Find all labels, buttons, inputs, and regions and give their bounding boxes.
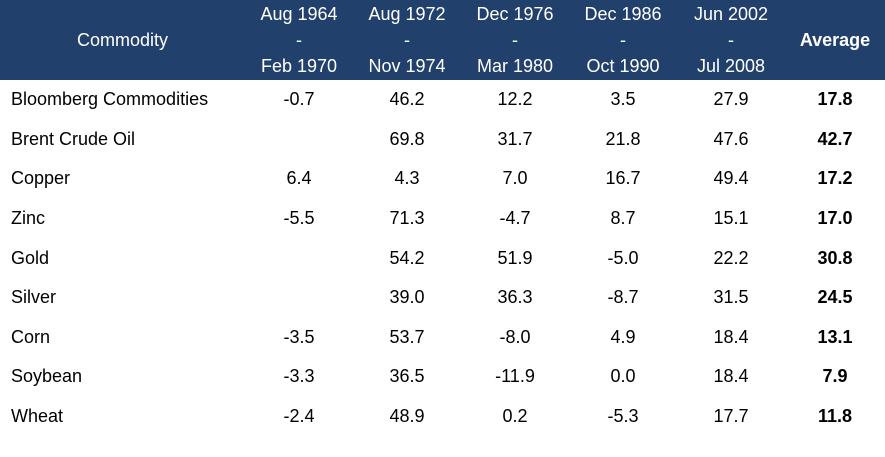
- column-header-period-1: Aug 1964 - Feb 1970: [245, 0, 353, 80]
- header-row: Commodity Aug 1964 - Feb 1970 Aug 1972 -…: [0, 0, 885, 80]
- period-separator: -: [512, 30, 518, 50]
- average-cell: 17.0: [817, 208, 853, 229]
- row-label-commodity: Brent Crude Oil: [11, 128, 136, 149]
- value-cell-period-4: 21.8: [605, 128, 641, 149]
- value-cell-period-1: -5.5: [283, 208, 315, 229]
- column-header-period-4: Dec 1986 - Oct 1990: [569, 0, 677, 80]
- value-cell-period-1: 6.4: [286, 168, 312, 189]
- value-cell-period-3: -4.7: [499, 208, 531, 229]
- average-cell: 42.7: [817, 128, 853, 149]
- value-cell-period-2: 46.2: [389, 89, 425, 110]
- average-cell: 11.8: [817, 406, 853, 427]
- column-header-period-3: Dec 1976 - Mar 1980: [461, 0, 569, 80]
- average-cell: 17.2: [817, 168, 853, 189]
- value-cell-period-5: 22.2: [713, 247, 749, 268]
- value-cell-period-5: 17.7: [713, 406, 749, 427]
- period-separator: -: [620, 30, 626, 50]
- commodity-returns-table: Commodity Aug 1964 - Feb 1970 Aug 1972 -…: [0, 0, 885, 436]
- table-row: Zinc -5.5 71.3 -4.7 8.7 15.1 17.0: [0, 199, 885, 239]
- value-cell-period-3: -8.0: [499, 326, 531, 347]
- column-header-period-2: Aug 1972 - Nov 1974: [353, 0, 461, 80]
- value-cell-period-4: 16.7: [605, 168, 641, 189]
- row-label-commodity: Gold: [11, 247, 50, 268]
- value-cell-period-4: 3.5: [610, 89, 636, 110]
- value-cell-period-1: [245, 278, 353, 318]
- column-header-average: Average: [799, 29, 871, 50]
- value-cell-period-3: 36.3: [497, 287, 533, 308]
- table-row: Brent Crude Oil 69.8 31.7 21.8 47.6 42.7: [0, 120, 885, 160]
- table-row: Bloomberg Commodities -0.7 46.2 12.2 3.5 27.9…: [0, 80, 885, 120]
- value-cell-period-5: 47.6: [713, 128, 749, 149]
- period-start: Jun 2002: [693, 4, 769, 24]
- value-cell-period-4: -8.7: [607, 287, 639, 308]
- value-cell-period-1: [245, 120, 353, 160]
- value-cell-period-4: 0.0: [610, 366, 636, 387]
- value-cell-period-1: -3.3: [283, 366, 315, 387]
- value-cell-period-2: 4.3: [394, 168, 420, 189]
- period-end: Jul 2008: [696, 56, 766, 76]
- row-label-commodity: Soybean: [11, 366, 83, 387]
- value-cell-period-4: 8.7: [610, 208, 636, 229]
- table-body: Bloomberg Commodities -0.7 46.2 12.2 3.5 27.9…: [0, 80, 885, 436]
- table-row: Gold 54.2 51.9 -5.0 22.2 30.8: [0, 238, 885, 278]
- value-cell-period-5: 18.4: [713, 366, 749, 387]
- value-cell-period-2: 36.5: [389, 366, 425, 387]
- row-label-commodity: Bloomberg Commodities: [11, 89, 209, 110]
- average-cell: 30.8: [817, 247, 853, 268]
- value-cell-period-4: -5.0: [607, 247, 639, 268]
- value-cell-period-1: [245, 238, 353, 278]
- value-cell-period-3: 0.2: [502, 406, 528, 427]
- value-cell-period-3: 12.2: [497, 89, 533, 110]
- column-header-commodity: Commodity: [76, 29, 169, 50]
- table-row: Soybean -3.3 36.5 -11.9 0.0 18.4 7.9: [0, 357, 885, 397]
- period-start: Dec 1986: [584, 4, 662, 24]
- value-cell-period-3: 7.0: [502, 168, 528, 189]
- value-cell-period-2: 69.8: [389, 128, 425, 149]
- value-cell-period-5: 49.4: [713, 168, 749, 189]
- column-header-period-5: Jun 2002 - Jul 2008: [677, 0, 785, 80]
- value-cell-period-5: 18.4: [713, 326, 749, 347]
- period-start: Dec 1976: [476, 4, 554, 24]
- value-cell-period-3: -11.9: [495, 366, 535, 387]
- value-cell-period-4: 4.9: [610, 326, 636, 347]
- table-row: Silver 39.0 36.3 -8.7 31.5 24.5: [0, 278, 885, 318]
- row-label-commodity: Corn: [11, 326, 51, 347]
- period-end: Nov 1974: [368, 56, 446, 76]
- value-cell-period-5: 15.1: [713, 208, 749, 229]
- value-cell-period-2: 39.0: [389, 287, 425, 308]
- table-row: Wheat -2.4 48.9 0.2 -5.3 17.7 11.8: [0, 397, 885, 437]
- period-start: Aug 1964: [260, 4, 338, 24]
- average-cell: 13.1: [817, 326, 853, 347]
- average-cell: 24.5: [817, 287, 853, 308]
- value-cell-period-3: 51.9: [497, 247, 533, 268]
- period-start: Aug 1972: [368, 4, 446, 24]
- value-cell-period-1: -0.7: [283, 89, 315, 110]
- value-cell-period-1: -3.5: [283, 326, 315, 347]
- value-cell-period-3: 31.7: [497, 128, 533, 149]
- row-label-commodity: Zinc: [11, 208, 46, 229]
- value-cell-period-2: 48.9: [389, 406, 425, 427]
- value-cell-period-2: 71.3: [389, 208, 425, 229]
- period-separator: -: [728, 30, 734, 50]
- row-label-commodity: Copper: [11, 168, 71, 189]
- average-cell: 17.8: [817, 89, 853, 110]
- period-end: Mar 1980: [476, 56, 554, 76]
- value-cell-period-5: 27.9: [713, 89, 749, 110]
- value-cell-period-2: 53.7: [389, 326, 425, 347]
- value-cell-period-2: 54.2: [389, 247, 425, 268]
- period-end: Oct 1990: [586, 56, 660, 76]
- value-cell-period-5: 31.5: [713, 287, 749, 308]
- value-cell-period-4: -5.3: [607, 406, 639, 427]
- period-separator: -: [296, 30, 302, 50]
- row-label-commodity: Wheat: [11, 406, 64, 427]
- period-end: Feb 1970: [260, 56, 338, 76]
- table-row: Corn -3.5 53.7 -8.0 4.9 18.4 13.1: [0, 318, 885, 358]
- table-row: Copper 6.4 4.3 7.0 16.7 49.4 17.2: [0, 159, 885, 199]
- period-separator: -: [404, 30, 410, 50]
- value-cell-period-1: -2.4: [283, 406, 315, 427]
- row-label-commodity: Silver: [11, 287, 57, 308]
- average-cell: 7.9: [822, 366, 848, 387]
